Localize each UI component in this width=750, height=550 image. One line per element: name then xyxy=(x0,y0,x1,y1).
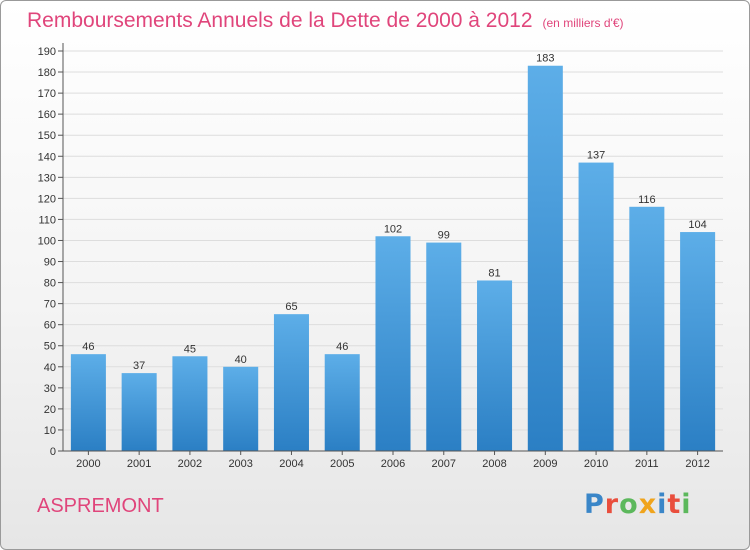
bar-2010 xyxy=(578,162,614,451)
bar-value-label: 46 xyxy=(82,341,94,353)
logo-letter: i xyxy=(681,489,692,520)
x-tick-label: 2009 xyxy=(533,458,557,470)
bar-2000 xyxy=(70,354,106,451)
y-tick-label: 160 xyxy=(38,109,56,121)
y-tick-label: 60 xyxy=(44,320,56,332)
x-tick-label: 2012 xyxy=(685,458,709,470)
bar-value-label: 99 xyxy=(438,230,450,242)
chart-title: Remboursements Annuels de la Dette de 20… xyxy=(27,9,624,33)
y-tick-label: 20 xyxy=(44,404,56,416)
bar-2001 xyxy=(121,373,157,451)
bar-2008 xyxy=(477,280,513,451)
x-tick-label: 2000 xyxy=(76,458,100,470)
y-tick-label: 170 xyxy=(38,88,56,100)
proxiti-logo[interactable]: Proxiti xyxy=(584,489,692,520)
bar-2005 xyxy=(324,354,360,451)
bar-2003 xyxy=(223,366,259,451)
logo-letter: i xyxy=(657,489,668,520)
y-tick-label: 180 xyxy=(38,67,56,79)
y-tick-label: 80 xyxy=(44,278,56,290)
labels: 0 10 20 30 40 50 60 70 80 90 100 110 120 130 140 150 160… xyxy=(38,46,710,470)
y-tick-label: 0 xyxy=(50,446,56,458)
bars xyxy=(70,65,716,451)
x-tick-label: 2010 xyxy=(584,458,608,470)
y-tick-label: 110 xyxy=(38,214,56,226)
bar-2012 xyxy=(680,232,716,451)
x-tick-label: 2008 xyxy=(482,458,506,470)
bar-2009 xyxy=(527,65,563,451)
bar-value-label: 102 xyxy=(384,223,402,235)
bar-2011 xyxy=(629,206,665,451)
y-tick-label: 140 xyxy=(38,151,56,163)
y-tick-label: 50 xyxy=(44,341,56,353)
commune-name: ASPREMONT xyxy=(37,495,164,517)
bar-value-label: 116 xyxy=(638,194,656,206)
chart-title-text: Remboursements Annuels de la Dette de 20… xyxy=(27,9,533,32)
bar-2007 xyxy=(426,242,462,451)
logo-letter: o xyxy=(619,489,639,520)
y-tick-label: 130 xyxy=(38,172,56,184)
x-tick-label: 2007 xyxy=(432,458,456,470)
bar-value-label: 40 xyxy=(235,354,247,366)
y-tick-label: 30 xyxy=(44,383,56,395)
bar-2004 xyxy=(273,314,309,451)
bar-value-label: 104 xyxy=(688,219,706,231)
bar-value-label: 46 xyxy=(336,341,348,353)
y-tick-label: 150 xyxy=(38,130,56,142)
bar-value-label: 65 xyxy=(285,301,297,313)
logo-letter: P xyxy=(584,489,605,520)
y-tick-label: 120 xyxy=(38,193,56,205)
logo-letter: x xyxy=(638,489,658,520)
logo-letter: t xyxy=(667,489,682,520)
bar-2002 xyxy=(172,356,208,451)
logo-letter: r xyxy=(604,489,620,520)
x-tick-label: 2004 xyxy=(279,458,303,470)
bar-value-label: 81 xyxy=(488,267,500,279)
bar-value-label: 37 xyxy=(133,360,145,372)
bar-value-label: 137 xyxy=(587,150,605,162)
y-tick-label: 40 xyxy=(44,362,56,374)
x-tick-label: 2001 xyxy=(127,458,151,470)
bar-value-label: 45 xyxy=(184,343,196,355)
bar-2006 xyxy=(375,236,411,451)
x-tick-label: 2006 xyxy=(381,458,405,470)
chart-subtitle: (en milliers d'€) xyxy=(542,16,624,30)
x-tick-label: 2011 xyxy=(635,458,659,470)
y-tick-label: 90 xyxy=(44,257,56,269)
y-tick-label: 190 xyxy=(38,46,56,58)
y-tick-label: 100 xyxy=(38,235,56,247)
y-tick-label: 10 xyxy=(44,425,56,437)
bar-value-label: 183 xyxy=(536,53,554,65)
y-tick-label: 70 xyxy=(44,299,56,311)
x-tick-label: 2002 xyxy=(178,458,202,470)
x-tick-label: 2005 xyxy=(330,458,354,470)
axes xyxy=(58,43,723,455)
x-tick-label: 2003 xyxy=(228,458,252,470)
